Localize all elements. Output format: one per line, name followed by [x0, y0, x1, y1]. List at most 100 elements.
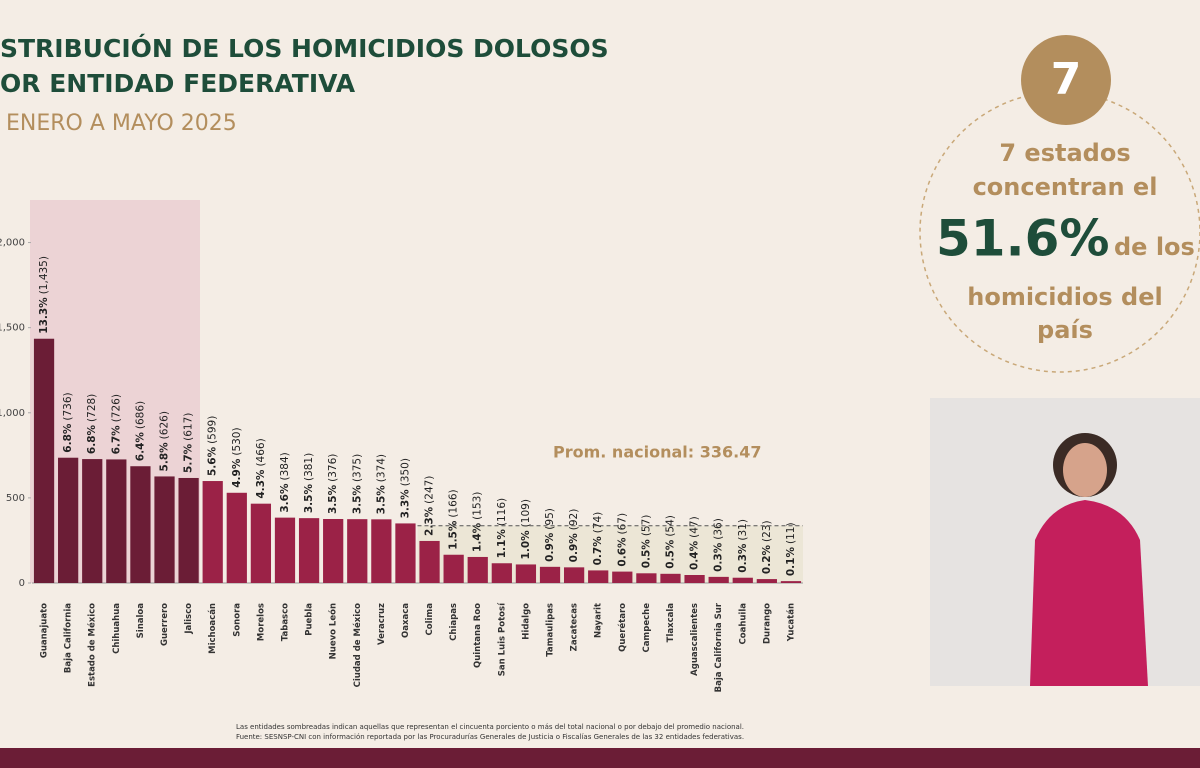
value-label: 0.9% (95)	[544, 508, 556, 562]
percent-label: 0.5%	[640, 539, 652, 569]
x-tick-label: Tlaxcala	[666, 603, 676, 643]
bar	[467, 556, 488, 583]
count-label: (626)	[159, 411, 171, 439]
x-tick-label: Guerrero	[160, 603, 170, 646]
percent-label: 3.5%	[303, 484, 315, 514]
bar	[178, 477, 199, 583]
bar	[154, 476, 175, 583]
value-label: 5.7% (617)	[183, 413, 195, 473]
panel-text: país	[1037, 316, 1093, 344]
value-label: 0.2% (23)	[761, 520, 773, 574]
count-label: (23)	[761, 520, 773, 542]
x-tick-label: Querétaro	[617, 603, 628, 652]
percent-label: 0.6%	[616, 537, 628, 567]
value-label: 3.5% (381)	[303, 453, 315, 513]
percent-label: 6.8%	[86, 424, 98, 454]
x-tick-label: Yucatán	[786, 603, 796, 642]
count-label: (47)	[689, 516, 701, 538]
footnote: Las entidades sombreadas indican aquella…	[236, 723, 744, 731]
bar	[250, 503, 272, 583]
bar	[323, 518, 344, 583]
percent-label: 1.4%	[472, 522, 484, 552]
x-tick-label: Estado de México	[87, 603, 98, 687]
x-tick-label: Veracruz	[377, 603, 387, 645]
value-label: 3.5% (376)	[327, 454, 339, 514]
bar	[347, 519, 368, 583]
count-label: (57)	[640, 515, 652, 537]
count-label: (728)	[86, 394, 98, 422]
percent-label: 6.4%	[134, 432, 146, 462]
x-tick-label: Jalisco	[184, 603, 194, 635]
percent-label: 4.9%	[231, 458, 243, 488]
percent-label: 2.3%	[424, 506, 436, 536]
x-tick-label: Sonora	[232, 603, 242, 637]
value-label: 13.3% (1,435)	[38, 256, 50, 334]
bar	[684, 574, 705, 583]
bar	[780, 581, 802, 583]
value-label: 3.3% (350)	[399, 458, 411, 518]
value-label: 0.3% (36)	[713, 518, 725, 572]
bar	[756, 579, 777, 583]
value-label: 6.4% (686)	[134, 401, 146, 461]
percent-label: 0.9%	[568, 533, 580, 563]
count-label: (384)	[279, 452, 291, 480]
count-label: (466)	[255, 438, 267, 466]
title-line: STRIBUCIÓN DE LOS HOMICIDIOS DOLOSOS	[0, 33, 609, 63]
value-label: 0.4% (47)	[689, 516, 701, 570]
count-label: (95)	[544, 508, 556, 530]
x-tick-label: Baja California	[64, 603, 74, 673]
x-tick-label: Durango	[762, 603, 772, 644]
count-label: (67)	[616, 513, 628, 535]
count-label: (376)	[327, 454, 339, 482]
bar	[298, 518, 320, 583]
bar	[226, 492, 247, 583]
count-label: (617)	[183, 413, 195, 441]
count-label: (726)	[110, 394, 122, 422]
value-label: 2.3% (247)	[424, 476, 436, 536]
percent-label: 3.5%	[375, 485, 387, 515]
count-label: (599)	[207, 416, 219, 444]
x-tick-label: Quintana Roo	[473, 603, 483, 668]
x-tick-label: Zacatecas	[570, 603, 580, 651]
bar	[395, 523, 416, 583]
panel-text: 7 estados	[999, 139, 1130, 167]
x-tick-label: Puebla	[305, 603, 315, 636]
count-label: (381)	[303, 453, 315, 481]
footnote: Fuente: SESNSP-CNI con información repor…	[236, 733, 744, 741]
count-label: (11)	[785, 522, 797, 544]
percent-label: 6.7%	[110, 425, 122, 455]
value-label: 4.9% (530)	[231, 427, 243, 487]
value-label: 0.1% (11)	[785, 522, 797, 576]
value-label: 6.7% (726)	[110, 394, 122, 454]
count-label: (92)	[568, 509, 580, 531]
x-tick-label: Colima	[425, 603, 435, 636]
title-line: OR ENTIDAD FEDERATIVA	[0, 69, 356, 98]
count-label: (686)	[134, 401, 146, 429]
count-label: (375)	[351, 454, 363, 482]
bar	[708, 576, 729, 583]
x-tick-label: Campeche	[642, 603, 652, 653]
bar	[515, 564, 537, 583]
percent-label: 1.5%	[448, 520, 460, 550]
y-tick-label: 0	[19, 578, 25, 589]
y-tick-label: 1,500	[0, 323, 25, 334]
bar	[82, 459, 103, 583]
value-label: 0.5%(54)	[664, 515, 676, 569]
percent-label: 5.7%	[183, 443, 195, 473]
x-tick-label: Tabasco	[280, 603, 290, 641]
value-label: 0.7% (74)	[592, 512, 604, 566]
x-tick-label: Hidalgo	[521, 603, 531, 640]
interpreter-video	[930, 398, 1200, 686]
value-label: 3.6% (384)	[279, 452, 291, 512]
panel-big: 51.6%	[936, 210, 1109, 268]
bar	[419, 540, 440, 583]
count-label: (374)	[375, 454, 387, 482]
percent-label: 3.3%	[399, 489, 411, 519]
bar	[106, 459, 127, 583]
panel-text: de los	[1114, 233, 1195, 261]
x-tick-label: Tamaulipas	[546, 603, 556, 657]
value-label: 3.5% (375)	[351, 454, 363, 514]
value-label: 5.6% (599)	[207, 416, 219, 476]
percent-label: 1.1%	[496, 529, 508, 559]
